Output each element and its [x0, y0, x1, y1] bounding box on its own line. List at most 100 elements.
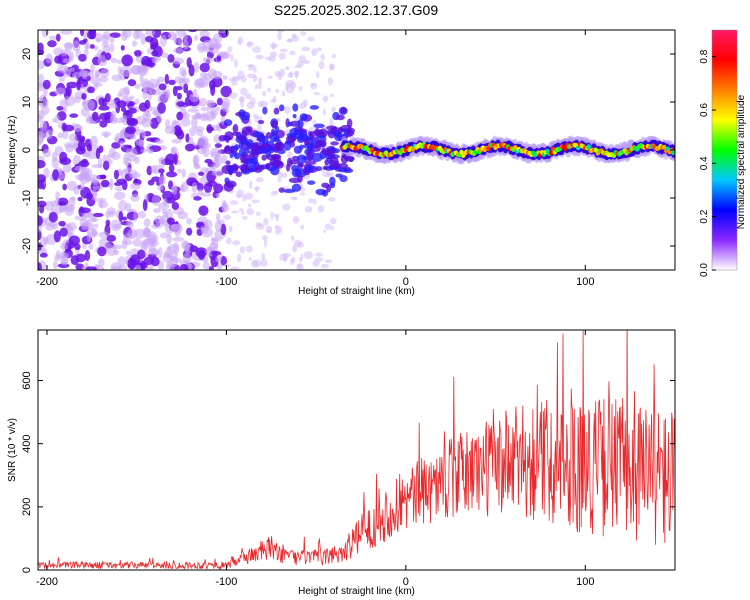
sparse-speckle [303, 250, 313, 260]
sparse-speckle [239, 246, 245, 254]
noise-speckle [83, 212, 94, 218]
transition-cluster [265, 163, 271, 170]
sparse-speckle [289, 50, 296, 56]
noise-speckle [202, 56, 213, 64]
noise-speckle [177, 211, 188, 220]
noise-speckle [91, 189, 98, 201]
noise-speckle [124, 166, 132, 174]
sparse-speckle [326, 170, 330, 176]
sparse-speckle [234, 58, 238, 68]
sparse-speckle [236, 189, 245, 198]
noise-speckle [74, 96, 82, 104]
sparse-speckle [247, 73, 256, 79]
sparse-speckle [289, 71, 293, 78]
sparse-speckle [232, 240, 241, 246]
sparse-speckle [285, 66, 290, 71]
sparse-speckle [329, 217, 337, 225]
noise-speckle [94, 82, 103, 87]
noise-speckle [172, 85, 178, 97]
noise-speckle [210, 84, 216, 96]
sparse-speckle [284, 106, 291, 114]
y-axis-label: SNR (10 * v/v) [7, 418, 18, 482]
noise-speckle [127, 144, 132, 149]
noise-speckle [56, 105, 64, 111]
sparse-speckle [312, 260, 320, 267]
sparse-speckle [281, 90, 286, 97]
colorbar-tick-label: 0.0 [699, 263, 710, 277]
noise-speckle [180, 240, 190, 250]
sparse-speckle [307, 36, 315, 42]
noise-speckle [208, 68, 217, 80]
transition-cluster [296, 136, 305, 143]
noise-speckle [140, 148, 148, 153]
noise-speckle [110, 57, 118, 64]
sparse-speckle [255, 54, 264, 60]
transition-cluster [257, 119, 265, 125]
sparse-speckle [329, 63, 335, 71]
noise-speckle [38, 215, 43, 227]
noise-speckle [148, 248, 160, 256]
sparse-speckle [261, 235, 268, 241]
noise-speckle [217, 30, 227, 34]
sparse-speckle [299, 192, 306, 196]
noise-speckle [89, 135, 99, 147]
transition-cluster [223, 145, 232, 155]
noise-speckle [159, 34, 167, 47]
sparse-speckle [277, 172, 284, 179]
noise-speckle [214, 220, 222, 232]
sparse-speckle [310, 83, 318, 90]
transition-cluster [296, 154, 307, 164]
noise-speckle [48, 211, 58, 223]
noise-speckle [58, 201, 66, 206]
noise-speckle [204, 219, 213, 230]
x-axis-label: Height of straight line (km) [298, 586, 415, 597]
sparse-speckle [285, 82, 289, 91]
noise-speckle [145, 30, 156, 37]
noise-speckle [188, 64, 195, 77]
sparse-speckle [315, 71, 320, 79]
noise-speckle [150, 256, 160, 267]
noise-speckle [202, 262, 211, 270]
noise-speckle [193, 162, 200, 169]
x-tick-label: -200 [36, 276, 58, 288]
sparse-speckle [329, 93, 335, 97]
snr-frame [37, 329, 676, 571]
sparse-speckle [260, 100, 268, 108]
noise-speckle [154, 56, 162, 62]
noise-speckle [114, 186, 123, 192]
noise-speckle [92, 212, 104, 218]
transition-cluster [278, 187, 285, 193]
noise-speckle [158, 175, 166, 186]
sparse-speckle [322, 95, 329, 103]
noise-speckle [91, 163, 104, 169]
noise-speckle [71, 71, 82, 79]
sparse-speckle [302, 60, 311, 64]
sparse-speckle [320, 53, 325, 61]
sparse-speckle [248, 256, 252, 261]
sparse-speckle [288, 81, 297, 90]
x-tick-label: 0 [403, 276, 409, 288]
transition-cluster [297, 163, 304, 169]
sparse-speckle [277, 226, 283, 234]
noise-speckle [146, 48, 153, 55]
noise-speckle [188, 30, 198, 33]
noise-speckle [124, 126, 137, 135]
noise-speckle [78, 40, 87, 45]
sparse-speckle [291, 35, 299, 42]
transition-cluster [223, 181, 234, 192]
noise-speckle [140, 262, 148, 269]
transition-cluster [339, 175, 348, 183]
noise-speckle [121, 216, 128, 221]
ridge-core [586, 144, 592, 149]
noise-speckle [170, 146, 178, 153]
noise-speckle [70, 196, 76, 202]
noise-speckle [153, 110, 160, 117]
noise-speckle [43, 129, 54, 140]
y-tick-label: -20 [21, 238, 33, 254]
noise-speckle [146, 137, 156, 142]
noise-speckle [138, 139, 145, 148]
transition-cluster [273, 107, 280, 115]
noise-speckle [59, 252, 70, 260]
noise-speckle [92, 185, 104, 190]
noise-speckle [60, 242, 68, 250]
